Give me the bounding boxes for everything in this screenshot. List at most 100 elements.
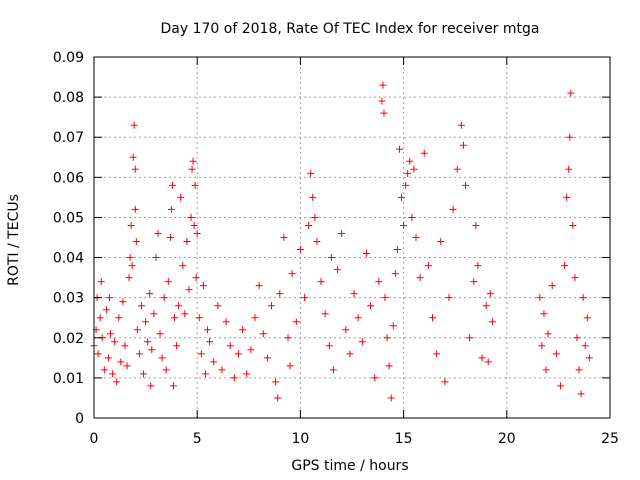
data-point (488, 318, 496, 326)
data-point (152, 254, 160, 262)
data-point (342, 326, 350, 334)
data-point (247, 346, 255, 354)
data-point (185, 286, 193, 294)
y-tick-label: 0.06 (53, 170, 84, 186)
data-point (552, 350, 560, 358)
data-point (274, 394, 282, 402)
data-point (164, 278, 172, 286)
y-tick-label: 0.01 (53, 371, 84, 387)
data-point (321, 310, 329, 318)
data-point (579, 294, 587, 302)
data-point (181, 310, 189, 318)
data-point (133, 326, 141, 334)
data-point (581, 342, 589, 350)
data-point (135, 350, 143, 358)
data-point (170, 314, 178, 322)
data-point (367, 302, 375, 310)
data-point (214, 302, 222, 310)
data-points (90, 81, 593, 402)
data-point (144, 338, 152, 346)
data-point (385, 362, 393, 370)
data-point (130, 121, 138, 129)
data-point (395, 145, 403, 153)
data-point (424, 262, 432, 270)
data-point (128, 262, 136, 270)
data-point (307, 169, 315, 177)
data-point (292, 318, 300, 326)
data-point (379, 81, 387, 89)
data-point (398, 193, 406, 201)
data-point (400, 221, 408, 229)
data-point (107, 330, 115, 338)
data-point (383, 334, 391, 342)
data-point (201, 370, 209, 378)
y-axis-label: ROTI / TECUs (6, 194, 22, 286)
plot-frame (93, 56, 611, 419)
x-axis-ticks: 0 5 10 15 20 25 (90, 57, 619, 447)
data-point (433, 350, 441, 358)
y-tick-label: 0.09 (53, 50, 84, 66)
data-point (486, 290, 494, 298)
x-tick-label: 15 (395, 431, 413, 447)
data-point (142, 318, 150, 326)
data-point (158, 354, 166, 362)
data-point (199, 282, 207, 290)
data-point (188, 165, 196, 173)
data-point (350, 290, 358, 298)
y-tick-label: 0 (75, 411, 84, 427)
data-point (585, 354, 593, 362)
data-point (115, 314, 123, 322)
data-point (548, 282, 556, 290)
data-point (311, 213, 319, 221)
data-point (472, 221, 480, 229)
data-point (470, 278, 478, 286)
data-point (416, 274, 424, 282)
data-point (428, 314, 436, 322)
data-point (94, 350, 102, 358)
data-point (542, 366, 550, 374)
data-point (327, 254, 335, 262)
data-point (544, 330, 552, 338)
data-point (210, 358, 218, 366)
data-point (204, 326, 212, 334)
data-point (358, 338, 366, 346)
data-point (113, 378, 121, 386)
data-point (100, 366, 108, 374)
data-point (536, 294, 544, 302)
data-point (263, 354, 271, 362)
data-point (129, 153, 137, 161)
data-point (102, 306, 110, 314)
data-point (296, 246, 304, 254)
data-point (375, 278, 383, 286)
data-point (301, 294, 309, 302)
data-point (166, 234, 174, 241)
data-point (239, 326, 247, 334)
data-point (119, 298, 127, 306)
data-point (140, 370, 148, 378)
x-tick-label: 20 (498, 431, 516, 447)
data-point (137, 302, 145, 310)
y-axis-ticks: 0 0.01 0.02 0.03 0.04 0.05 0.06 0.07 0.08 0.09 (53, 50, 610, 427)
data-point (412, 234, 420, 241)
data-point (569, 221, 577, 229)
data-point (255, 282, 263, 290)
chart-title: Day 170 of 2018, Rate Of TEC Index for r… (161, 21, 540, 37)
data-point (276, 290, 284, 298)
data-point (177, 193, 185, 201)
data-point (575, 366, 583, 374)
data-point (183, 238, 191, 246)
x-tick-label: 10 (291, 431, 309, 447)
data-point (125, 274, 133, 282)
data-point (156, 330, 164, 338)
data-point (111, 338, 119, 346)
data-point (121, 342, 129, 350)
data-point (187, 213, 195, 221)
data-point (288, 270, 296, 278)
data-point (466, 334, 474, 342)
data-point (193, 229, 201, 237)
data-point (230, 374, 238, 382)
data-point (309, 193, 317, 201)
data-point (445, 294, 453, 302)
data-point (556, 382, 564, 390)
data-point (251, 314, 259, 322)
